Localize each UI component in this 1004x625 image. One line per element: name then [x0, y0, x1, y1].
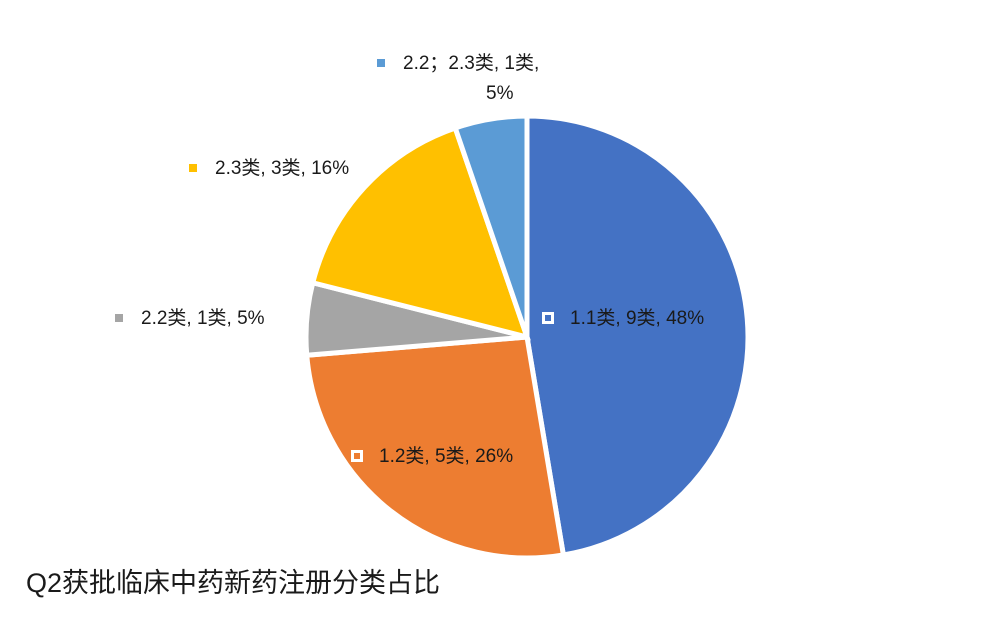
- pie-slice: [309, 124, 531, 341]
- chart-title: Q2获批临床中药新药注册分类占比: [26, 568, 440, 598]
- label-marker-inner: [354, 453, 360, 459]
- pie-slice: [304, 334, 567, 561]
- data-label: 2.3类, 3类, 16%: [215, 157, 349, 179]
- data-label-line: 5%: [486, 83, 514, 104]
- label-marker: [377, 59, 385, 67]
- data-label: 2.2；2.3类, 1类, 5%: [403, 52, 539, 104]
- label-marker-inner: [545, 315, 551, 321]
- label-marker: [189, 164, 197, 172]
- data-label: 2.2类, 1类, 5%: [141, 307, 265, 329]
- data-label: 1.1类, 9类, 48%: [570, 307, 704, 329]
- pie-slice: [524, 113, 751, 558]
- data-label: 1.2类, 5类, 26%: [379, 445, 513, 467]
- label-marker: [115, 314, 123, 322]
- data-label-line: 2.2；2.3类, 1类,: [403, 52, 539, 74]
- pie-slice: [452, 113, 530, 338]
